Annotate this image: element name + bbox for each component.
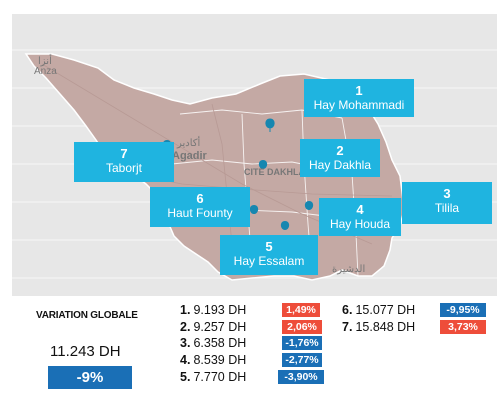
district-name: Hay Houda <box>329 217 391 231</box>
rank: 3. <box>180 336 191 350</box>
price-row-6: 6. 15.077 DH <box>342 303 415 318</box>
rank: 4. <box>180 353 191 367</box>
pin-icon <box>304 201 314 210</box>
callout-district-3[interactable]: 3 Tilila <box>402 182 492 224</box>
pin-icon <box>258 160 268 169</box>
district-name: Taborjt <box>105 161 143 175</box>
pin-icon <box>265 118 275 132</box>
map-label-anza: Anza <box>34 66 57 77</box>
price-row-5: 5. 7.770 DH <box>180 370 246 385</box>
variation-badge-6: -9,95% <box>440 303 486 317</box>
district-name: Tilila <box>434 201 460 215</box>
variation-badge-7: 3,73% <box>440 320 486 334</box>
district-number: 5 <box>265 239 273 254</box>
global-price: 11.243 DH <box>50 343 121 360</box>
rank: 1. <box>180 303 191 317</box>
callout-district-4[interactable]: 4 Hay Houda <box>319 198 401 236</box>
rank: 5. <box>180 370 191 384</box>
price: 15.077 DH <box>355 303 416 317</box>
map-label-anza-arabic: أنزا <box>38 56 52 67</box>
price-row-7: 7. 15.848 DH <box>342 320 415 335</box>
district-name: Hay Essalam <box>233 254 305 268</box>
callout-district-7[interactable]: 7 Taborjt <box>74 142 174 182</box>
price-row-2: 2. 9.257 DH <box>180 320 246 335</box>
rank: 7. <box>342 320 353 334</box>
district-name: Hay Mohammadi <box>313 98 405 112</box>
callout-district-2[interactable]: 2 Hay Dakhla <box>300 139 380 177</box>
district-name: Haut Founty <box>167 206 233 220</box>
rank: 6. <box>342 303 353 317</box>
variation-globale-title: VARIATION GLOBALE <box>36 310 138 321</box>
global-variation-badge: -9% <box>48 366 132 389</box>
map-label-agadir-arabic: أكادير <box>177 138 201 149</box>
district-number: 3 <box>443 186 451 201</box>
pin-icon <box>249 205 259 214</box>
map-label-agadir: Agadir <box>172 150 207 162</box>
variation-badge-5: -3,90% <box>278 370 324 384</box>
district-number: 7 <box>120 146 128 161</box>
district-number: 4 <box>356 202 364 217</box>
price: 9.193 DH <box>193 303 247 317</box>
callout-district-6[interactable]: 6 Haut Founty <box>150 187 250 227</box>
callout-district-1[interactable]: 1 Hay Mohammadi <box>304 79 414 117</box>
price-row-1: 1. 9.193 DH <box>180 303 246 318</box>
variation-badge-2: 2,06% <box>282 320 322 334</box>
district-number: 6 <box>196 191 204 206</box>
variation-badge-4: -2,77% <box>282 353 322 367</box>
rank: 2. <box>180 320 191 334</box>
map-label-dcheira: الدشيرة <box>332 264 366 275</box>
district-number: 1 <box>355 83 363 98</box>
district-number: 2 <box>336 143 344 158</box>
map-label-cite-dakhla: CITE DAKHLA <box>244 167 305 177</box>
callout-district-5[interactable]: 5 Hay Essalam <box>220 235 318 275</box>
price: 8.539 DH <box>193 353 247 367</box>
price: 15.848 DH <box>355 320 416 334</box>
variation-badge-1: 1,49% <box>282 303 320 317</box>
price: 7.770 DH <box>193 370 247 384</box>
pin-icon <box>280 221 290 230</box>
district-name: Hay Dakhla <box>308 158 372 172</box>
price-row-3: 3. 6.358 DH <box>180 336 246 351</box>
price: 9.257 DH <box>193 320 247 334</box>
price: 6.358 DH <box>193 336 247 350</box>
variation-badge-3: -1,76% <box>282 336 322 350</box>
price-row-4: 4. 8.539 DH <box>180 353 246 368</box>
